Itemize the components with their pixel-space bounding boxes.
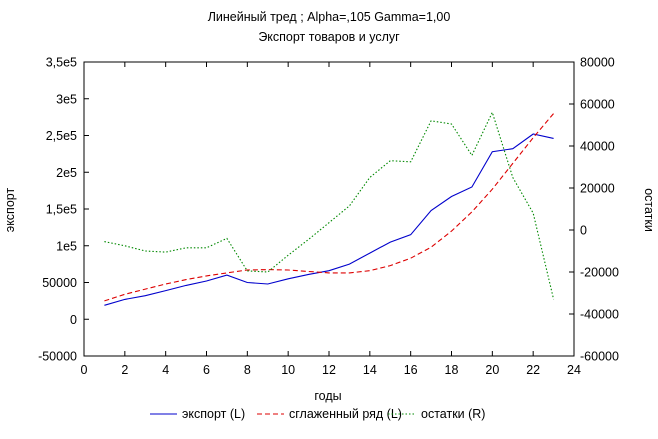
x-tick-label: 24 xyxy=(567,363,581,377)
chart-subtitle: Экспорт товаров и услуг xyxy=(258,30,400,44)
y-left-tick-label: 2,5e5 xyxy=(46,129,77,143)
series-line-1 xyxy=(104,133,554,306)
y-left-tick-label: 1e5 xyxy=(56,239,77,253)
y-right-tick-label: 0 xyxy=(580,224,587,238)
legend-label: экспорт (L) xyxy=(182,407,245,421)
y-right-tick-label: 60000 xyxy=(580,98,615,112)
legend-label: остатки (R) xyxy=(421,407,485,421)
x-tick-label: 12 xyxy=(322,363,336,377)
x-tick-label: 6 xyxy=(203,363,210,377)
y-right-tick-label: -40000 xyxy=(580,308,619,322)
y-right-tick-label: -20000 xyxy=(580,266,619,280)
y-right-tick-label: 40000 xyxy=(580,140,615,154)
chart-title: Линейный тред ; Alpha=,105 Gamma=1,00 xyxy=(208,10,451,24)
x-tick-label: 14 xyxy=(363,363,377,377)
y-left-tick-label: 50000 xyxy=(42,276,77,290)
x-tick-label: 10 xyxy=(281,363,295,377)
legend: экспорт (L) сглаженный ряд (L) остатки (R) xyxy=(150,407,485,421)
y-right-tick-label: 80000 xyxy=(580,56,615,70)
y-left-tick-label: 1,5e5 xyxy=(46,203,77,217)
y-axis-right-label: остатки xyxy=(642,188,656,232)
series-line-3 xyxy=(104,110,555,300)
x-tick-label: 0 xyxy=(81,363,88,377)
x-tick-label: 18 xyxy=(445,363,459,377)
series-line-2 xyxy=(104,113,555,302)
y-right-tick-label: -60000 xyxy=(580,350,619,364)
x-tick-label: 20 xyxy=(485,363,499,377)
x-tick-label: 2 xyxy=(121,363,128,377)
y-left-tick-label: 3e5 xyxy=(56,92,77,106)
x-tick-label: 8 xyxy=(244,363,251,377)
y-axis-left-label: экспорт xyxy=(3,188,17,233)
legend-label: сглаженный ряд (L) xyxy=(289,407,402,421)
x-tick-label: 4 xyxy=(162,363,169,377)
y-left-tick-label: 3,5e5 xyxy=(46,56,77,70)
x-axis-label: годы xyxy=(314,389,341,403)
x-tick-label: 22 xyxy=(526,363,540,377)
y-left-tick-label: -50000 xyxy=(38,350,77,364)
y-right-tick-label: 20000 xyxy=(580,182,615,196)
y-left-tick-label: 2e5 xyxy=(56,166,77,180)
x-tick-label: 16 xyxy=(404,363,418,377)
y-left-tick-label: 0 xyxy=(70,313,77,327)
